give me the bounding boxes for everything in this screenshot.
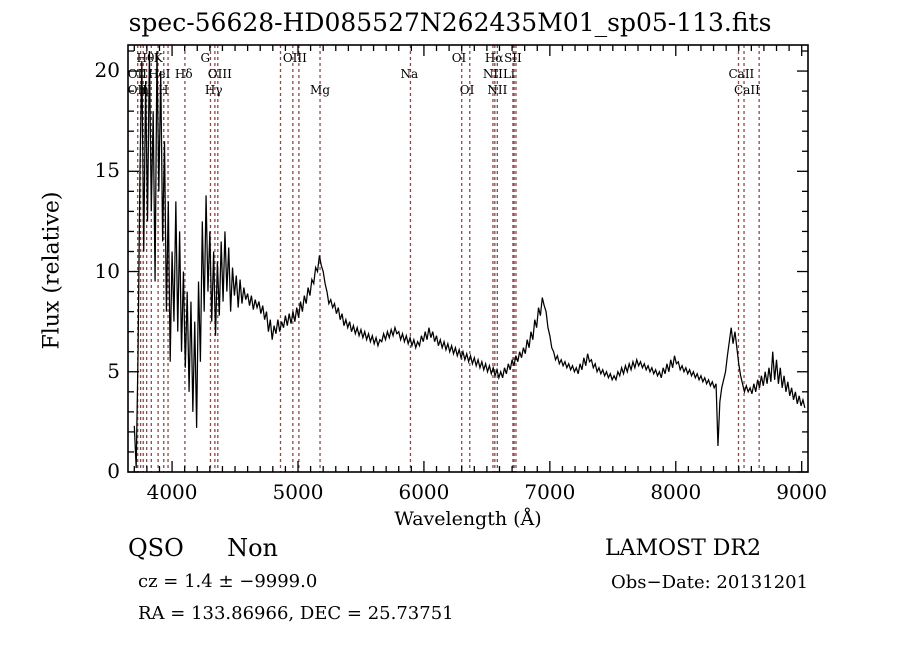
line-label: OIII (207, 67, 232, 81)
line-label: Hθ (136, 51, 155, 65)
line-label: CaII (728, 67, 755, 81)
object-classification: QSO Non (128, 534, 278, 562)
coordinates-value: RA = 133.86966, DEC = 25.73751 (138, 603, 454, 624)
x-tick-label: 6000 (398, 480, 450, 504)
line-label: η (141, 83, 149, 97)
line-label: H (158, 83, 169, 97)
line-label: NII (482, 67, 503, 81)
line-label: K (153, 51, 163, 65)
line-label: OII (127, 67, 148, 81)
page-title: spec-56628-HD085527N262435M01_sp05-113.f… (128, 8, 772, 37)
x-axis-label: Wavelength (Å) (394, 508, 542, 530)
line-label: OI (451, 51, 467, 65)
survey-name: LAMOST DR2 (605, 536, 761, 561)
line-label: OIII (127, 83, 152, 97)
line-label: Mg (310, 83, 330, 97)
x-tick-label: 9000 (776, 480, 828, 504)
subclass-label: Non (227, 534, 278, 562)
y-tick-label: 0 (107, 459, 120, 483)
line-label: OI (459, 83, 475, 97)
x-tick-label: 8000 (650, 480, 702, 504)
y-tick-label: 15 (94, 158, 120, 183)
spectrum-trace (133, 51, 806, 469)
y-axis-label: Flux (relative) (39, 191, 65, 350)
line-label: G (200, 51, 211, 65)
line-label: Na (400, 67, 419, 81)
class-label: QSO (128, 534, 184, 562)
y-tick-label: 5 (107, 358, 120, 383)
line-label: NII (487, 83, 508, 97)
line-label: SII (504, 51, 522, 65)
plot-frame (127, 44, 809, 473)
x-tick-label: 4000 (146, 480, 198, 504)
line-label: Li (502, 67, 515, 81)
line-label: OIII (282, 51, 307, 65)
line-label: Hδ (174, 67, 193, 81)
line-label: Hγ (204, 83, 223, 97)
line-label: HeI (148, 67, 171, 81)
y-tick-label: 10 (94, 258, 120, 283)
redshift-value: cz = 1.4 ± −9999.0 (138, 571, 318, 592)
x-tick-label: 7000 (524, 480, 576, 504)
observation-date: Obs−Date: 20131201 (611, 572, 809, 593)
x-tick-label: 5000 (272, 480, 324, 504)
line-label: Hα (484, 51, 504, 65)
line-label: CaII (734, 83, 760, 97)
y-tick-label: 20 (94, 58, 120, 83)
